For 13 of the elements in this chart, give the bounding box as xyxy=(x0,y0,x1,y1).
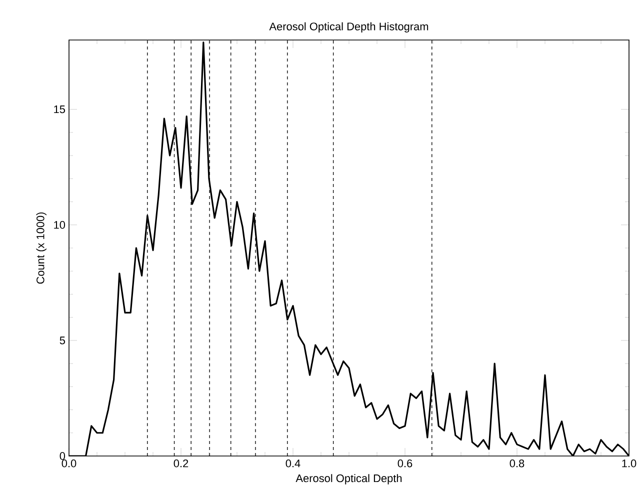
y-tick-label: 10 xyxy=(54,221,66,229)
chart-title: Aerosol Optical Depth Histogram xyxy=(269,22,428,32)
x-tick-label: 1.0 xyxy=(622,460,636,468)
y-tick-label: 5 xyxy=(60,336,66,344)
y-tick-label: 15 xyxy=(54,106,66,114)
x-tick-label: 0.0 xyxy=(62,460,76,468)
x-tick-label: 0.6 xyxy=(398,460,412,468)
y-axis-title: Count (x 1000) xyxy=(36,212,46,284)
y-tick-label: 0 xyxy=(60,452,66,460)
x-axis-title: Aerosol Optical Depth xyxy=(296,474,402,484)
x-tick-label: 0.2 xyxy=(174,460,188,468)
x-tick-label: 0.4 xyxy=(286,460,300,468)
x-tick-label: 0.8 xyxy=(510,460,524,468)
